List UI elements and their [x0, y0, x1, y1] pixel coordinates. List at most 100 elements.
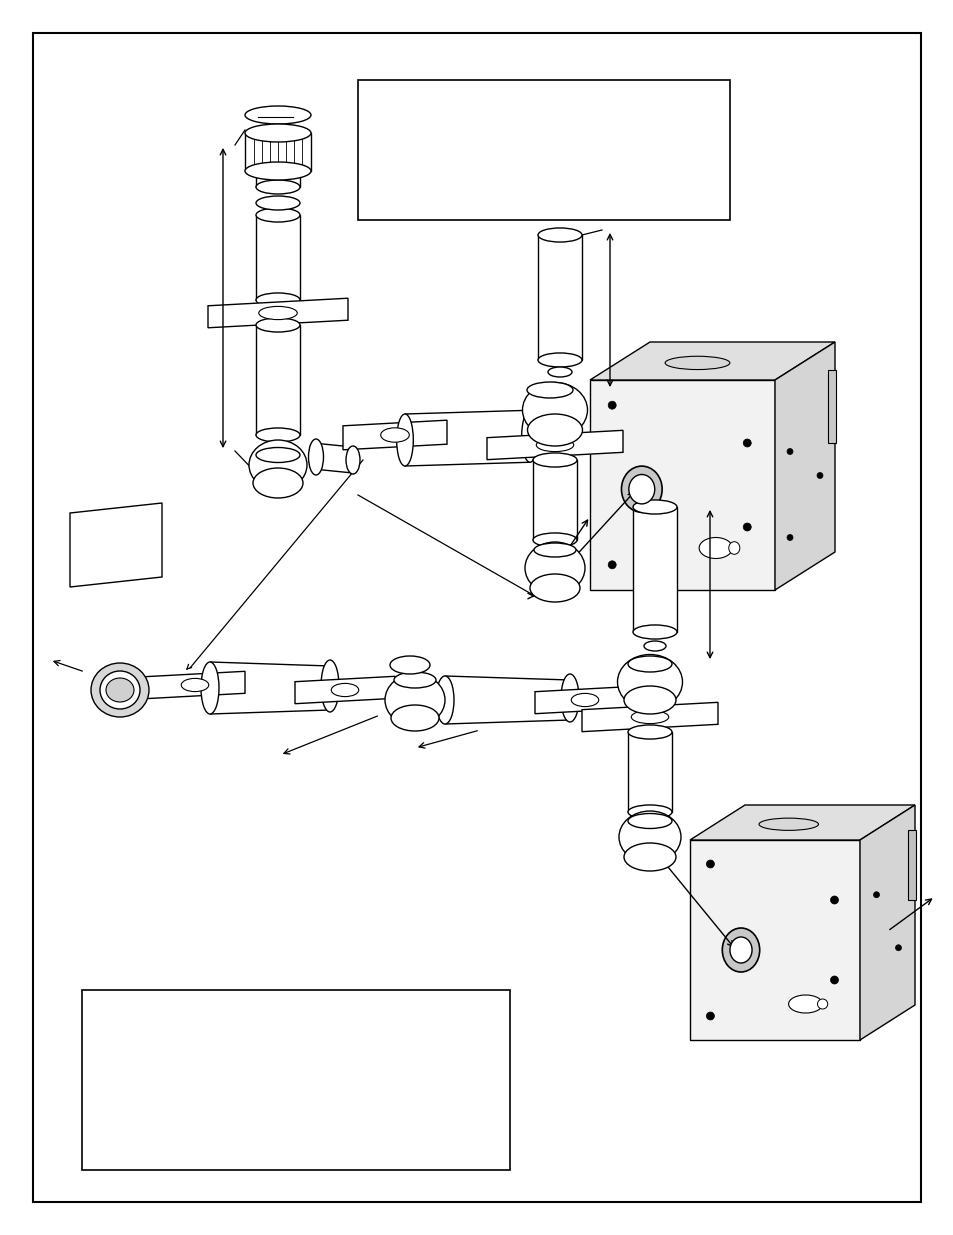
Ellipse shape — [530, 574, 579, 601]
Ellipse shape — [527, 414, 582, 446]
Polygon shape — [210, 662, 330, 714]
Ellipse shape — [664, 356, 729, 369]
Bar — [907, 830, 916, 900]
Ellipse shape — [391, 705, 438, 731]
Ellipse shape — [331, 683, 358, 697]
Ellipse shape — [533, 534, 577, 547]
Circle shape — [786, 448, 792, 454]
Ellipse shape — [728, 542, 740, 555]
Ellipse shape — [346, 446, 359, 474]
Ellipse shape — [788, 995, 821, 1013]
Ellipse shape — [618, 811, 680, 863]
Ellipse shape — [759, 818, 818, 830]
Bar — [627, 732, 671, 811]
Ellipse shape — [253, 468, 303, 498]
Ellipse shape — [547, 367, 572, 377]
Ellipse shape — [537, 353, 581, 367]
Polygon shape — [589, 342, 834, 380]
Ellipse shape — [534, 543, 576, 557]
Ellipse shape — [537, 228, 581, 242]
Ellipse shape — [181, 678, 209, 692]
Ellipse shape — [255, 429, 299, 442]
Polygon shape — [774, 342, 834, 590]
Ellipse shape — [390, 656, 430, 674]
Ellipse shape — [526, 382, 573, 398]
Ellipse shape — [623, 685, 676, 714]
Ellipse shape — [560, 674, 578, 722]
Polygon shape — [313, 443, 353, 473]
Ellipse shape — [536, 438, 573, 452]
Circle shape — [895, 945, 901, 951]
Polygon shape — [689, 805, 914, 840]
Bar — [255, 325, 299, 435]
Ellipse shape — [320, 659, 338, 713]
Polygon shape — [535, 687, 635, 714]
Bar — [689, 840, 859, 1040]
Ellipse shape — [627, 656, 671, 672]
Circle shape — [816, 473, 822, 478]
Ellipse shape — [617, 655, 681, 709]
Ellipse shape — [106, 678, 133, 701]
Ellipse shape — [255, 317, 299, 332]
Circle shape — [873, 892, 879, 898]
Circle shape — [786, 535, 792, 541]
Ellipse shape — [245, 106, 311, 124]
Ellipse shape — [255, 293, 299, 308]
Ellipse shape — [533, 453, 577, 467]
Bar — [827, 369, 835, 443]
Ellipse shape — [245, 124, 311, 142]
Bar — [245, 133, 311, 170]
Ellipse shape — [729, 937, 751, 963]
Ellipse shape — [394, 672, 436, 688]
Ellipse shape — [249, 440, 307, 490]
Ellipse shape — [633, 625, 677, 638]
Bar — [633, 508, 677, 632]
Ellipse shape — [100, 671, 140, 709]
Ellipse shape — [380, 427, 409, 442]
Ellipse shape — [627, 814, 671, 829]
Polygon shape — [145, 672, 245, 699]
Polygon shape — [859, 805, 914, 1040]
Ellipse shape — [255, 180, 299, 194]
Polygon shape — [486, 430, 622, 459]
Polygon shape — [70, 503, 162, 587]
Ellipse shape — [627, 725, 671, 739]
Ellipse shape — [643, 641, 665, 651]
Circle shape — [830, 976, 838, 984]
Ellipse shape — [627, 805, 671, 819]
Ellipse shape — [255, 447, 299, 462]
Circle shape — [830, 897, 838, 904]
Ellipse shape — [628, 474, 654, 504]
Circle shape — [705, 1011, 714, 1020]
Ellipse shape — [521, 410, 537, 462]
Ellipse shape — [255, 196, 299, 210]
Bar — [357, 80, 729, 220]
Ellipse shape — [385, 674, 444, 726]
Ellipse shape — [620, 466, 661, 513]
Ellipse shape — [522, 383, 587, 437]
Ellipse shape — [201, 662, 219, 714]
Polygon shape — [294, 677, 395, 704]
Circle shape — [705, 860, 714, 868]
Ellipse shape — [255, 207, 299, 222]
Ellipse shape — [258, 306, 297, 320]
Bar — [255, 170, 299, 186]
Bar — [82, 990, 510, 1170]
Ellipse shape — [308, 438, 323, 475]
Ellipse shape — [721, 927, 759, 972]
Ellipse shape — [245, 162, 311, 180]
Circle shape — [608, 561, 616, 569]
Ellipse shape — [524, 542, 584, 594]
Circle shape — [608, 401, 616, 409]
Ellipse shape — [623, 844, 676, 871]
Polygon shape — [208, 298, 348, 327]
Polygon shape — [405, 410, 530, 466]
Polygon shape — [444, 676, 569, 724]
Polygon shape — [343, 420, 447, 450]
Ellipse shape — [631, 710, 668, 724]
Bar — [255, 215, 299, 300]
Polygon shape — [581, 703, 718, 731]
Ellipse shape — [396, 414, 413, 466]
Bar — [537, 235, 581, 359]
Ellipse shape — [91, 663, 149, 718]
